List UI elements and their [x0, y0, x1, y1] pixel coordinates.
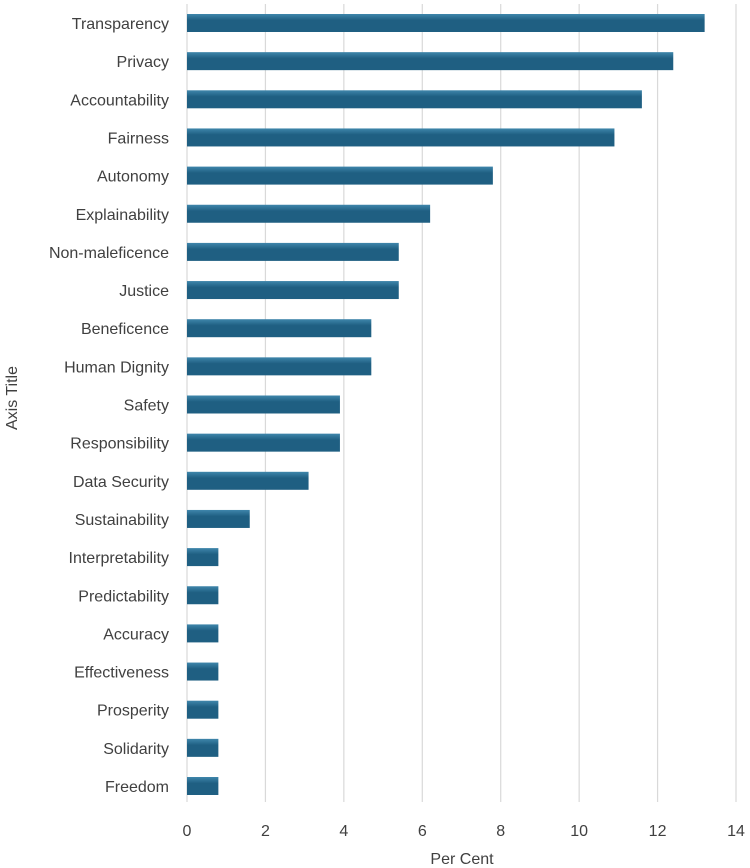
bar [187, 281, 399, 300]
y-axis-title: Axis Title [4, 366, 21, 430]
bar [187, 471, 309, 490]
category-label: Data Security [73, 474, 169, 491]
bar [187, 586, 219, 605]
x-tick-label: 2 [261, 823, 270, 840]
bars [187, 14, 705, 795]
category-label: Human Dignity [64, 359, 169, 376]
x-tick-label: 12 [649, 823, 667, 840]
bar [187, 738, 219, 757]
category-label: Prosperity [97, 703, 169, 720]
bar [187, 90, 642, 109]
category-label: Accountability [70, 92, 169, 109]
bar [187, 14, 705, 32]
category-label: Fairness [108, 130, 169, 147]
x-tick-label: 6 [418, 823, 427, 840]
bar [187, 319, 372, 338]
x-tick-label: 8 [496, 823, 505, 840]
x-tick-label: 10 [570, 823, 588, 840]
category-label: Sustainability [75, 512, 169, 529]
category-label: Responsibility [70, 436, 169, 453]
bar [187, 204, 431, 223]
category-label: Beneficence [81, 321, 169, 338]
category-label: Privacy [117, 54, 169, 71]
category-label: Autonomy [97, 169, 169, 186]
category-label: Solidarity [103, 741, 169, 758]
category-labels: Transparency Privacy Accountability Fairnes… [49, 16, 169, 796]
category-label: Effectiveness [74, 665, 169, 682]
category-label: Justice [119, 283, 169, 300]
bar [187, 166, 493, 185]
bar [187, 242, 399, 261]
bar [187, 395, 340, 414]
bar [187, 624, 219, 643]
bar [187, 509, 250, 528]
x-axis-title: Per Cent [430, 851, 494, 868]
bar [187, 128, 615, 147]
category-label: Predictability [78, 588, 169, 605]
category-label: Accuracy [103, 626, 169, 643]
bar [187, 662, 219, 681]
x-tick-labels: 0 2 4 6 8 10 12 14 [183, 823, 745, 840]
bar [187, 700, 219, 719]
x-tick-label: 14 [727, 823, 745, 840]
category-label: Safety [124, 398, 169, 415]
bar [187, 548, 219, 567]
category-label: Interpretability [69, 550, 170, 567]
category-label: Non-maleficence [49, 245, 169, 262]
bar [187, 52, 674, 71]
bar [187, 777, 219, 795]
bar [187, 357, 372, 376]
bar [187, 433, 340, 452]
x-tick-label: 4 [339, 823, 348, 840]
category-label: Freedom [105, 779, 169, 796]
category-label: Transparency [72, 16, 169, 33]
x-tick-label: 0 [183, 823, 192, 840]
category-label: Explainability [76, 207, 169, 224]
